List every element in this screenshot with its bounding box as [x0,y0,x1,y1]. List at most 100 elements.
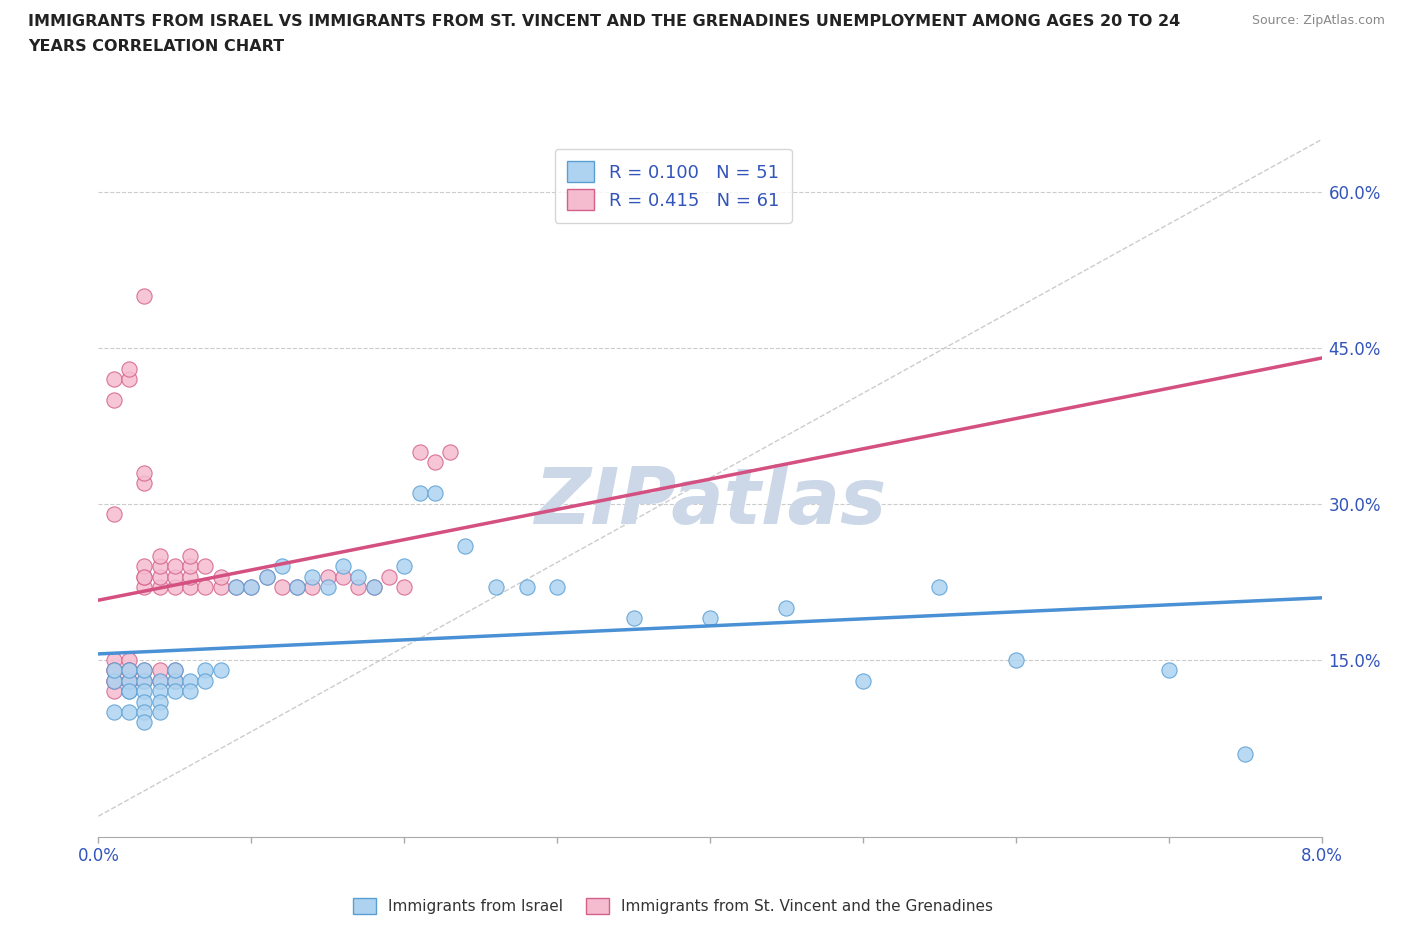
Point [363,579,385,594]
Point [408,486,430,501]
Point [163,559,186,574]
Point [270,559,294,574]
Point [623,611,645,626]
Point [775,601,797,616]
Point [134,465,156,480]
Point [149,694,172,709]
Point [134,673,156,688]
Point [118,663,141,678]
Point [134,569,156,584]
Point [423,486,446,501]
Point [103,663,125,678]
Point [118,673,141,688]
Point [103,684,125,698]
Point [103,507,125,522]
Point [134,663,156,678]
Text: ZIPatlas: ZIPatlas [534,464,886,540]
Point [699,611,721,626]
Point [332,559,354,574]
Point [149,663,172,678]
Point [103,663,125,678]
Point [179,684,201,698]
Point [347,569,370,584]
Point [392,559,416,574]
Point [134,694,156,709]
Point [163,673,186,688]
Point [118,705,141,720]
Text: Source: ZipAtlas.com: Source: ZipAtlas.com [1251,14,1385,27]
Text: YEARS CORRELATION CHART: YEARS CORRELATION CHART [28,39,284,54]
Point [408,445,430,459]
Point [163,569,186,584]
Point [163,673,186,688]
Point [516,579,538,594]
Point [134,475,156,490]
Point [225,579,247,594]
Point [118,684,141,698]
Point [103,371,125,386]
Point [118,663,141,678]
Point [194,663,217,678]
Point [118,361,141,376]
Point [118,673,141,688]
Point [118,663,141,678]
Point [134,579,156,594]
Point [163,579,186,594]
Point [209,663,232,678]
Point [240,579,263,594]
Point [316,579,339,594]
Point [134,705,156,720]
Point [134,663,156,678]
Point [163,684,186,698]
Point [103,673,125,688]
Point [423,455,446,470]
Point [103,673,125,688]
Point [134,684,156,698]
Point [118,684,141,698]
Point [209,579,232,594]
Point [225,579,247,594]
Point [301,569,323,584]
Point [256,569,278,584]
Text: IMMIGRANTS FROM ISRAEL VS IMMIGRANTS FROM ST. VINCENT AND THE GRENADINES UNEMPLO: IMMIGRANTS FROM ISRAEL VS IMMIGRANTS FRO… [28,14,1181,29]
Point [134,569,156,584]
Point [1157,663,1180,678]
Point [149,684,172,698]
Point [332,569,354,584]
Point [301,579,323,594]
Point [194,559,217,574]
Point [347,579,370,594]
Point [103,673,125,688]
Point [149,579,172,594]
Legend: Immigrants from Israel, Immigrants from St. Vincent and the Grenadines: Immigrants from Israel, Immigrants from … [347,892,1000,920]
Point [194,673,217,688]
Point [179,559,201,574]
Point [149,705,172,720]
Point [118,673,141,688]
Point [149,569,172,584]
Point [316,569,339,584]
Point [485,579,508,594]
Point [134,559,156,574]
Point [378,569,401,584]
Point [118,371,141,386]
Point [1234,746,1257,761]
Point [118,673,141,688]
Point [285,579,308,594]
Point [149,549,172,564]
Point [103,653,125,668]
Point [194,579,217,594]
Point [149,559,172,574]
Point [1004,653,1026,668]
Point [209,569,232,584]
Point [118,663,141,678]
Point [149,673,172,688]
Point [163,663,186,678]
Point [103,392,125,407]
Point [179,579,201,594]
Point [134,673,156,688]
Point [134,288,156,303]
Point [179,549,201,564]
Point [285,579,308,594]
Point [179,673,201,688]
